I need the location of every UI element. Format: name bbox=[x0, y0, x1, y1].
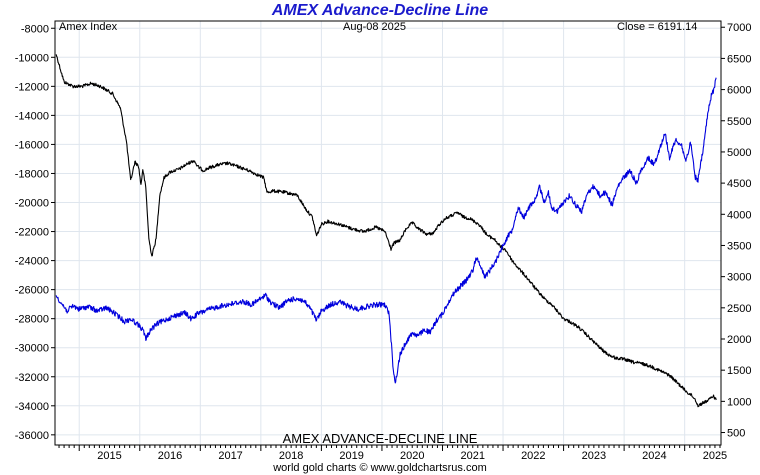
x-tick-label: 2017 bbox=[218, 450, 242, 462]
left-tick-label: -8000 bbox=[21, 23, 49, 35]
right-tick-label: 1500 bbox=[727, 365, 751, 377]
x-tick-label: 2019 bbox=[339, 450, 363, 462]
right-tick-label: 4000 bbox=[727, 209, 751, 221]
left-tick-label: -36000 bbox=[15, 430, 49, 442]
left-tick-label: -28000 bbox=[15, 314, 49, 326]
right-axis: 7000 6500 6000 5500 5000 4500 4000 3500 3000 2500… bbox=[721, 22, 751, 440]
right-tick-label: 6500 bbox=[727, 53, 751, 65]
left-tick-label: -14000 bbox=[15, 110, 49, 122]
right-tick-label: 7000 bbox=[727, 22, 751, 34]
left-tick-label: -16000 bbox=[15, 139, 49, 151]
x-tick-label: 2025 bbox=[703, 450, 727, 462]
right-tick-label: 2000 bbox=[727, 334, 751, 346]
right-tick-label: 4500 bbox=[727, 178, 751, 190]
plot-frame bbox=[54, 20, 722, 446]
left-tick-label: -24000 bbox=[15, 256, 49, 268]
right-tick-label: 5500 bbox=[727, 116, 751, 128]
right-tick-label: 6000 bbox=[727, 85, 751, 97]
credit-line: world gold charts © www.goldchartsrus.co… bbox=[273, 462, 487, 474]
right-tick-label: 2500 bbox=[727, 303, 751, 315]
x-tick-label: 2020 bbox=[400, 450, 424, 462]
left-tick-label: -20000 bbox=[15, 198, 49, 210]
x-tick-label: 2021 bbox=[461, 450, 485, 462]
left-tick-label: -26000 bbox=[15, 285, 49, 297]
left-tick-label: -12000 bbox=[15, 81, 49, 93]
x-tick-label: 2023 bbox=[582, 450, 606, 462]
right-tick-label: 5000 bbox=[727, 147, 751, 159]
left-tick-label: -32000 bbox=[15, 372, 49, 384]
series-layer bbox=[55, 54, 717, 408]
x-tick-label: 2015 bbox=[97, 450, 121, 462]
left-tick-label: -22000 bbox=[15, 227, 49, 239]
x-tick-label: 2016 bbox=[158, 450, 182, 462]
right-tick-label: 3500 bbox=[727, 240, 751, 252]
index-label: Amex Index bbox=[59, 21, 118, 33]
x-tick-label: 2018 bbox=[279, 450, 303, 462]
x-axis-title: AMEX ADVANCE-DECLINE LINE bbox=[282, 431, 478, 446]
x-axis: 2015 2016 2017 2018 2019 2020 2021 2022 2023 2024… bbox=[58, 445, 727, 462]
close-label: Close = 6191.14 bbox=[617, 21, 698, 33]
amex-index-series bbox=[55, 77, 717, 384]
left-tick-label: -18000 bbox=[15, 168, 49, 180]
x-tick-label: 2022 bbox=[521, 450, 545, 462]
left-axis: -8000 -10000 -12000 -14000 -16000 -18000 -2000… bbox=[15, 23, 55, 442]
right-tick-label: 1000 bbox=[727, 396, 751, 408]
left-tick-label: -30000 bbox=[15, 343, 49, 355]
date-label: Aug-08 2025 bbox=[343, 21, 406, 33]
right-tick-label: 500 bbox=[727, 428, 745, 440]
ad-line-series bbox=[55, 54, 717, 408]
left-tick-label: -10000 bbox=[15, 52, 49, 64]
left-tick-label: -34000 bbox=[15, 401, 49, 413]
x-tick-label: 2024 bbox=[642, 450, 666, 462]
right-tick-label: 3000 bbox=[727, 272, 751, 284]
chart-title: AMEX Advance-Decline Line bbox=[271, 2, 489, 19]
grid bbox=[55, 21, 721, 445]
